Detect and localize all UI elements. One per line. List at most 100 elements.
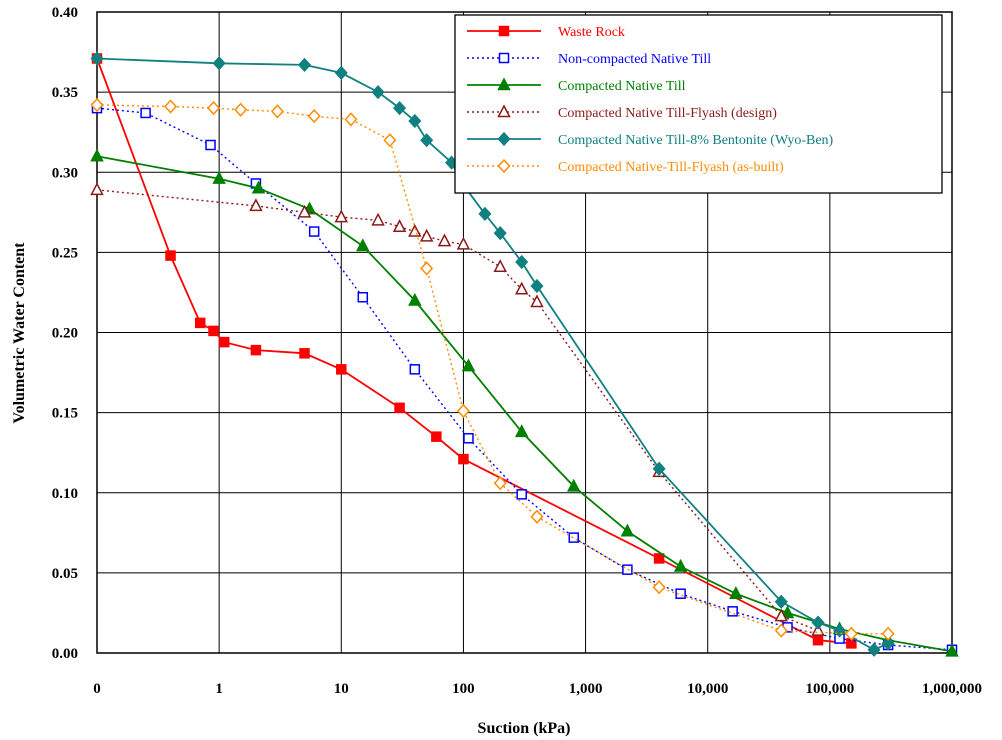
y-tick-label: 0.20 [52,326,78,342]
legend-label: Compacted Native Till-8% Bentonite (Wyo-… [558,133,834,148]
data-point [780,605,795,619]
series-line [96,155,953,653]
x-tick-label: 100,000 [805,681,854,697]
data-point [297,204,312,218]
data-point [270,104,284,119]
data-point [409,364,421,375]
data-point [437,233,452,247]
y-tick-label: 0.25 [52,245,78,261]
y-tick-label: 0.15 [52,406,78,422]
data-point [774,623,788,638]
x-tick-label: 10,000 [687,681,728,697]
legend-marker [497,77,511,91]
data-point [774,594,788,609]
series-line [96,104,889,635]
x-axis-title: Suction (kPa) [478,720,571,737]
data-point [164,99,178,114]
data-point [297,57,312,72]
legend-label: Waste Rock [558,25,625,40]
data-point [652,461,666,476]
data-point [419,228,434,242]
y-tick-label: 0.30 [52,165,78,181]
data-point [194,317,206,329]
data-point [392,219,407,232]
data-point [881,626,895,641]
legend-marker [497,131,511,147]
data-point [420,133,434,148]
data-point [673,558,688,572]
y-tick-label: 0.40 [52,5,78,21]
legend-label: Non-compacted Native Till [558,52,711,67]
data-point [530,278,544,294]
data-point [408,292,422,306]
data-point [420,261,434,276]
data-point [250,344,262,356]
data-point [675,588,686,599]
data-point [774,608,788,622]
data-point [356,238,370,252]
y-tick-label: 0.00 [52,646,78,662]
data-point [205,139,216,151]
data-point [458,453,469,465]
data-point [881,636,895,651]
data-point [431,431,442,442]
legend-marker [497,158,511,174]
x-tick-label: 100 [452,681,475,697]
series-3 [90,148,959,657]
data-point [945,643,959,657]
legend-marker [497,104,511,118]
x-tick-label: 1 [215,681,223,697]
data-point [249,198,263,212]
data-point [336,364,347,375]
legend-entry: Compacted Native Till [467,77,686,94]
x-tick-label: 10 [334,681,349,697]
data-point [208,325,219,337]
series-line [96,57,889,651]
legend-box [454,14,943,194]
x-tick-label: 1,000 [569,681,603,697]
data-point [408,113,422,129]
data-point [566,478,581,492]
data-point [218,336,230,348]
data-point [90,182,104,196]
data-point [652,580,666,595]
legend-marker [498,25,510,37]
legend-entry: Compacted Native Till-8% Bentonite (Wyo-… [467,131,834,148]
data-point [516,489,527,500]
y-tick-label: 0.05 [52,566,78,582]
data-point [515,254,529,270]
data-point [307,109,321,124]
data-point [514,281,529,295]
data-point [456,403,470,419]
data-point [493,259,507,273]
plot-area-frame [96,11,953,654]
data-point [357,291,369,303]
data-point [811,615,825,630]
data-point [334,209,349,223]
data-point [371,212,385,226]
data-point [568,532,579,543]
data-point [456,236,471,250]
legend-marker [498,52,510,64]
data-point [812,634,824,646]
data-point [212,56,226,71]
data-point [90,51,104,66]
x-tick-label: 1,000,000 [922,681,982,697]
data-point [729,586,743,599]
legend: Waste Rock Non-compacted Native Till Compa… [454,14,943,194]
legend-entry: Waste Rock [467,25,625,40]
series-6 [90,97,895,641]
data-point [653,553,665,564]
data-point [463,433,474,444]
data-point [408,223,422,237]
series-layer [90,51,959,657]
data-point [212,171,226,184]
y-tick-label: 0.10 [52,486,78,502]
data-point [393,101,407,116]
data-point [234,102,248,117]
data-point [727,606,738,617]
data-point [308,226,320,237]
data-point [620,523,635,537]
data-point [383,133,397,148]
